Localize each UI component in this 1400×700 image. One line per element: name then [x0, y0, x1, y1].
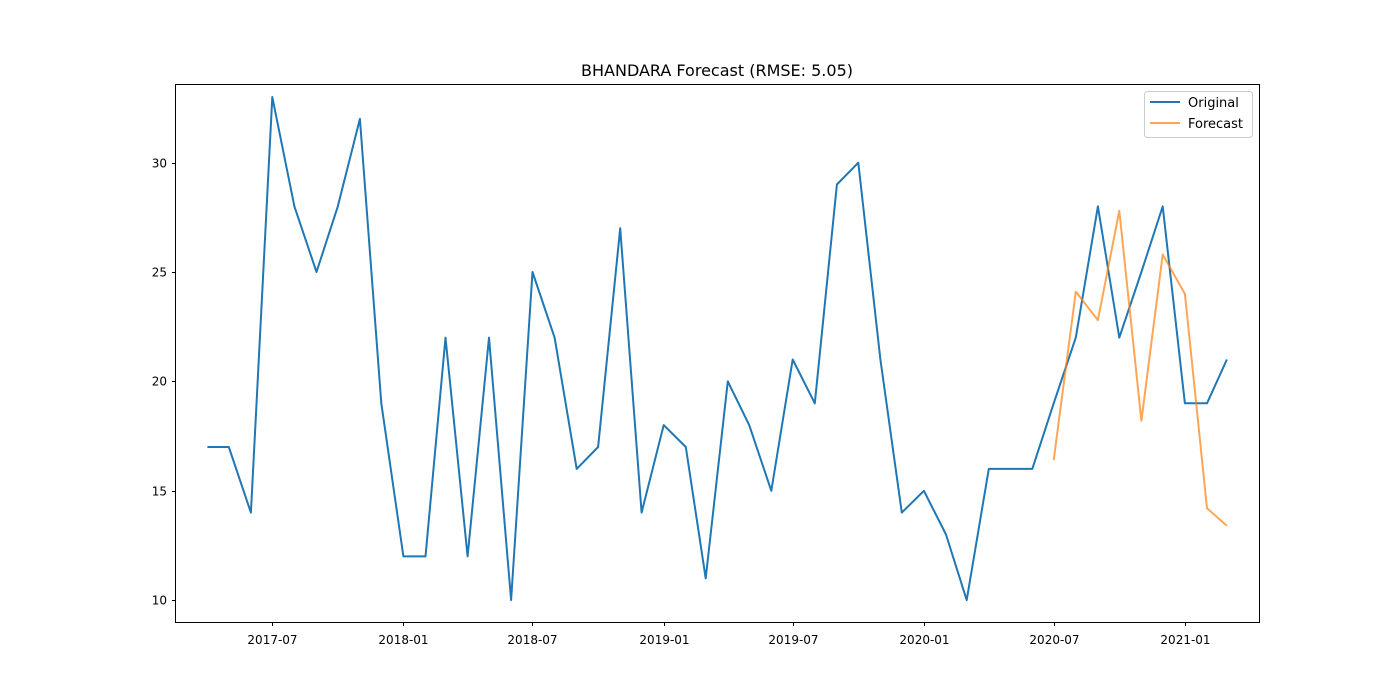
y-tick-label: 30: [152, 157, 167, 171]
x-tick-label: 2019-07: [768, 633, 818, 647]
x-tick-label: 2018-07: [507, 633, 557, 647]
y-tick-label: 25: [152, 266, 167, 280]
x-tick-label: 2021-01: [1160, 633, 1210, 647]
plot-frame: [175, 84, 1260, 623]
series-line-original: [207, 96, 1228, 602]
legend-label-forecast: Forecast: [1188, 117, 1243, 132]
x-tick-label: 2020-07: [1029, 633, 1079, 647]
legend: Original Forecast: [1144, 91, 1253, 138]
x-tick-label: 2019-01: [639, 633, 689, 647]
y-tick-label: 20: [152, 375, 167, 389]
legend-label-original: Original: [1188, 96, 1239, 111]
x-tick-label: 2017-07: [247, 633, 297, 647]
series-layer: [207, 96, 1228, 602]
y-tick-label: 10: [152, 594, 167, 608]
series-line-forecast: [1052, 209, 1228, 527]
x-tick-label: 2020-01: [899, 633, 949, 647]
chart-title: BHANDARA Forecast (RMSE: 5.05): [581, 61, 853, 80]
x-axis: 2017-07 2018-01 2018-07 2019-01 2019-07 2020-…: [247, 622, 1211, 647]
y-axis: 10 15 20 25 30: [152, 157, 176, 608]
x-tick-label: 2018-01: [378, 633, 428, 647]
y-tick-label: 15: [152, 485, 167, 499]
